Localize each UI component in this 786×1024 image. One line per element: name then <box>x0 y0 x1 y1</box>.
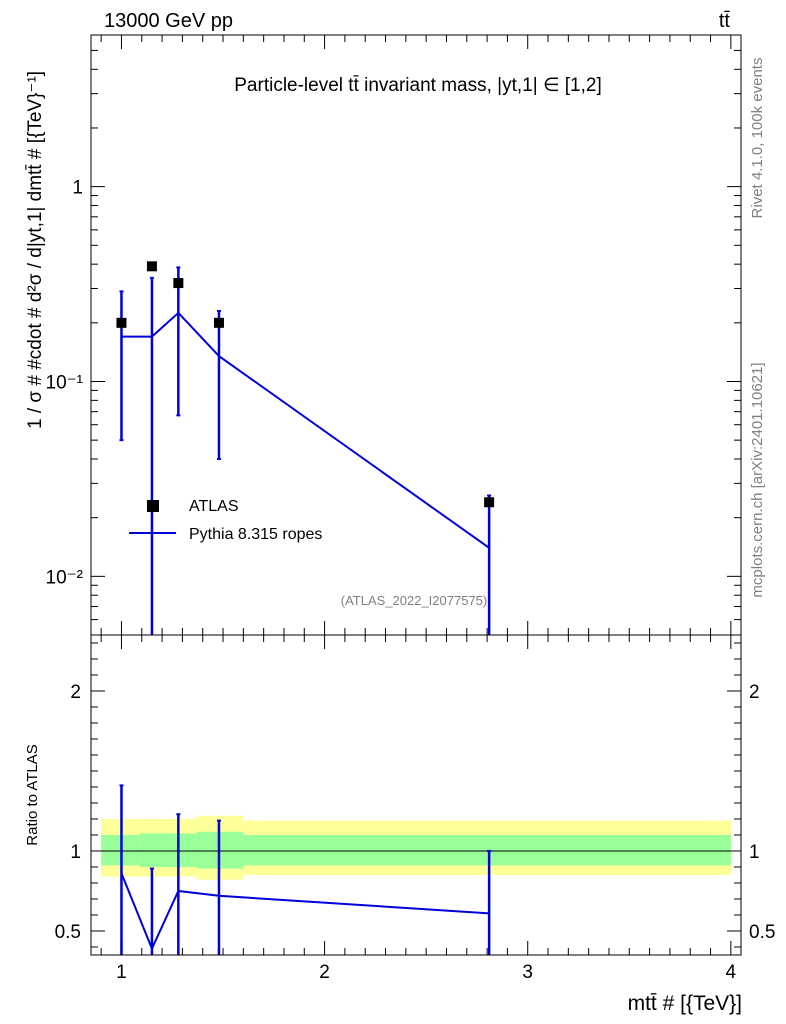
data-point <box>116 317 127 328</box>
ratio-axis-title: Ratio to ATLAS <box>24 744 41 845</box>
ratio-tick-label-left: 2 <box>70 682 81 703</box>
y-axis-title: 1 / σ # #cdot # d²σ / d|yt,1| dmtt̄ # [{… <box>25 71 46 429</box>
ratio-tick-label-right: 0.5 <box>749 922 775 943</box>
rivet-label: Rivet 4.1.0, 100k events <box>749 58 766 219</box>
ratio-mc-line <box>120 873 490 952</box>
data-point <box>146 261 157 272</box>
ratio-tick-label-right: 1 <box>749 842 760 863</box>
legend-data-label: ATLAS <box>189 498 239 515</box>
x-tick-label: 2 <box>319 962 330 983</box>
data-point <box>173 278 184 289</box>
data-point <box>484 497 495 508</box>
x-tick-label: 3 <box>522 962 533 983</box>
legend-data-marker <box>147 500 159 512</box>
ratio-bands <box>101 815 731 880</box>
x-tick-label: 4 <box>726 962 737 983</box>
y-tick-label: 10⁻¹ <box>46 372 84 393</box>
ratio-tick-label-left: 0.5 <box>55 922 81 943</box>
data-point <box>213 317 224 328</box>
ratio-tick-label-right: 2 <box>749 682 760 703</box>
y-tick-label: 1 <box>72 178 83 199</box>
x-axis-title: mtt̄ # [{TeV}] <box>628 992 742 1015</box>
mc-line <box>120 311 490 549</box>
ratio-background <box>91 635 741 955</box>
ratio-frame <box>90 634 742 956</box>
main-ticks: 10⁻² 10⁻¹ 1 <box>46 34 741 636</box>
ratio-data <box>119 784 492 955</box>
plot-title: Particle-level tt̄ invariant mass, |yt,1… <box>234 75 602 96</box>
analysis-watermark: (ATLAS_2022_I2077575) <box>341 593 487 608</box>
ratio-ticks: 1 2 3 4 0.5 0.5 1 1 2 2 <box>55 635 775 983</box>
main-panel: Particle-level tt̄ invariant mass, |yt,1… <box>46 34 742 636</box>
ratio-band-green <box>139 833 197 867</box>
ratio-panel: 1 2 3 4 0.5 0.5 1 1 2 2 <box>55 634 775 983</box>
legend: ATLAS Pythia 8.315 ropes <box>129 498 322 543</box>
mcplots-label: mcplots.cern.ch [arXiv:2401.10621] <box>749 362 766 597</box>
main-frame <box>90 34 742 636</box>
ratio-tick-label-left: 1 <box>70 842 81 863</box>
x-tick-label: 1 <box>116 962 127 983</box>
legend-mc-label: Pythia 8.315 ropes <box>189 526 322 543</box>
header-left: 13000 GeV pp <box>104 10 233 32</box>
ratio-band-green <box>243 835 731 866</box>
y-tick-label: 10⁻² <box>46 567 84 588</box>
main-data <box>116 261 495 635</box>
header-right: tt̄ <box>719 10 731 32</box>
